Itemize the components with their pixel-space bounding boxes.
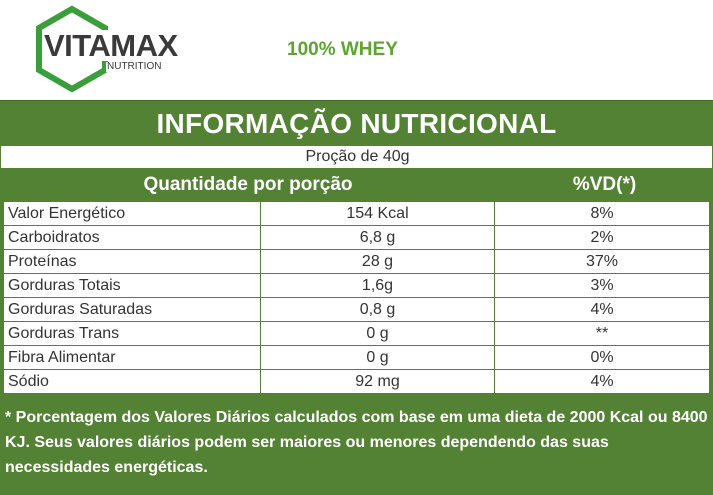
nutrient-vd: 3% bbox=[495, 274, 709, 297]
table-row: Gorduras Totais 1,6g 3% bbox=[0, 274, 713, 298]
table-row: Proteínas 28 g 37% bbox=[0, 250, 713, 274]
brand-name: VITAMAX bbox=[42, 28, 180, 63]
nutrient-vd: ** bbox=[495, 322, 709, 345]
header-vd: %VD(*) bbox=[572, 174, 637, 195]
nutrient-vd: 0% bbox=[495, 346, 709, 369]
nutrient-vd: 37% bbox=[495, 250, 709, 273]
nutrient-name: Gorduras Trans bbox=[4, 322, 260, 345]
nutrient-amount: 154 Kcal bbox=[261, 202, 494, 225]
nutrient-amount: 92 mg bbox=[261, 370, 494, 393]
brand-subtitle: NUTRITION bbox=[106, 61, 163, 72]
table-row: Gorduras Saturadas 0,8 g 4% bbox=[0, 298, 713, 322]
nutrient-amount: 0 g bbox=[261, 346, 494, 369]
nutrient-name: Fibra Alimentar bbox=[4, 346, 260, 369]
nutrient-name: Gorduras Saturadas bbox=[4, 298, 260, 321]
column-header-row: Quantidade por porção %VD(*) bbox=[0, 168, 713, 201]
nutrient-amount: 0 g bbox=[261, 322, 494, 345]
nutrient-name: Gorduras Totais bbox=[4, 274, 260, 297]
table-row: Valor Energético 154 Kcal 8% bbox=[0, 202, 713, 226]
table-row: Gorduras Trans 0 g ** bbox=[0, 322, 713, 346]
nutrient-name: Carboidratos bbox=[4, 226, 260, 249]
table-row: Carboidratos 6,8 g 2% bbox=[0, 226, 713, 250]
nutrient-name: Valor Energético bbox=[4, 202, 260, 225]
nutrient-amount: 0,8 g bbox=[261, 298, 494, 321]
portion-size: Proção de 40g bbox=[305, 148, 410, 165]
hexagon-logo-icon bbox=[36, 5, 108, 93]
nutrient-vd: 2% bbox=[495, 226, 709, 249]
nutrient-vd: 4% bbox=[495, 298, 709, 321]
footnote-box: * Porcentagem dos Valores Diários calcul… bbox=[0, 393, 713, 495]
nutrient-name: Proteínas bbox=[4, 250, 260, 273]
vitamax-logo: VITAMAX NUTRITION bbox=[34, 4, 180, 96]
footnote: * Porcentagem dos Valores Diários calcul… bbox=[5, 409, 708, 476]
header-quantity: Quantidade por porção bbox=[143, 174, 353, 195]
nutrient-amount: 1,6g bbox=[261, 274, 494, 297]
label-title: INFORMAÇÃO NUTRICIONAL bbox=[156, 108, 557, 139]
nutrient-vd: 4% bbox=[495, 370, 709, 393]
nutrition-table: Valor Energético 154 Kcal 8% Carboidrato… bbox=[0, 201, 713, 393]
portion-row: Proção de 40g bbox=[0, 146, 713, 168]
table-row: Sódio 92 mg 4% bbox=[0, 370, 713, 394]
nutrient-name: Sódio bbox=[4, 370, 260, 393]
nutrient-amount: 6,8 g bbox=[261, 226, 494, 249]
nutrient-vd: 8% bbox=[495, 202, 709, 225]
title-bar: INFORMAÇÃO NUTRICIONAL bbox=[0, 100, 713, 147]
nutrient-amount: 28 g bbox=[261, 250, 494, 273]
header: VITAMAX NUTRITION 100% WHEY bbox=[0, 0, 713, 100]
product-name: 100% WHEY bbox=[287, 39, 398, 60]
table-row: Fibra Alimentar 0 g 0% bbox=[0, 346, 713, 370]
